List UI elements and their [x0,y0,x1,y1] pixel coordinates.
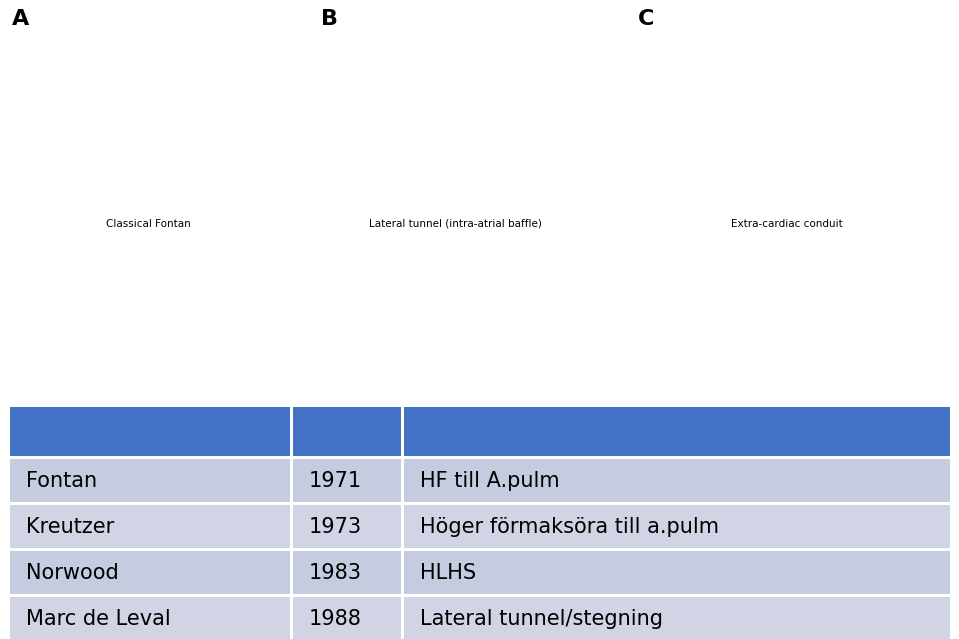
Text: Extra-cardiac conduit: Extra-cardiac conduit [731,219,842,229]
Text: 1988: 1988 [309,609,362,629]
Bar [292,459,401,502]
Text: HF till A.pulm: HF till A.pulm [420,471,560,491]
Bar [292,597,401,639]
Text: HLHS: HLHS [420,563,476,583]
Bar [292,551,401,594]
Text: Classical Fontan: Classical Fontan [106,219,191,229]
Bar [10,505,290,548]
Bar [404,597,949,639]
Bar [10,597,290,639]
Bar [404,551,949,594]
Text: Kreutzer: Kreutzer [26,517,114,537]
Bar [292,505,401,548]
Text: Marc de Leval: Marc de Leval [26,609,171,629]
Bar [10,407,290,456]
Text: Norwood: Norwood [26,563,119,583]
Text: 1971: 1971 [309,471,363,491]
Text: 1973: 1973 [309,517,363,537]
Text: 1983: 1983 [309,563,362,583]
Text: Fontan: Fontan [26,471,97,491]
Text: B: B [321,10,339,29]
Text: A: A [12,10,29,29]
Text: C: C [638,10,654,29]
Bar [404,505,949,548]
Bar [10,459,290,502]
Bar [404,407,949,456]
Bar [10,551,290,594]
Bar [404,459,949,502]
Text: Höger förmaksöra till a.pulm: Höger förmaksöra till a.pulm [420,517,719,537]
Bar [292,407,401,456]
Text: Lateral tunnel/stegning: Lateral tunnel/stegning [420,609,663,629]
Text: Lateral tunnel (intra-atrial baffle): Lateral tunnel (intra-atrial baffle) [369,219,542,229]
